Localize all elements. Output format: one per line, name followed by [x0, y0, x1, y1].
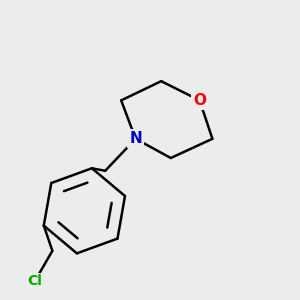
Text: O: O [193, 93, 206, 108]
Text: N: N [129, 131, 142, 146]
Text: Cl: Cl [27, 274, 42, 288]
